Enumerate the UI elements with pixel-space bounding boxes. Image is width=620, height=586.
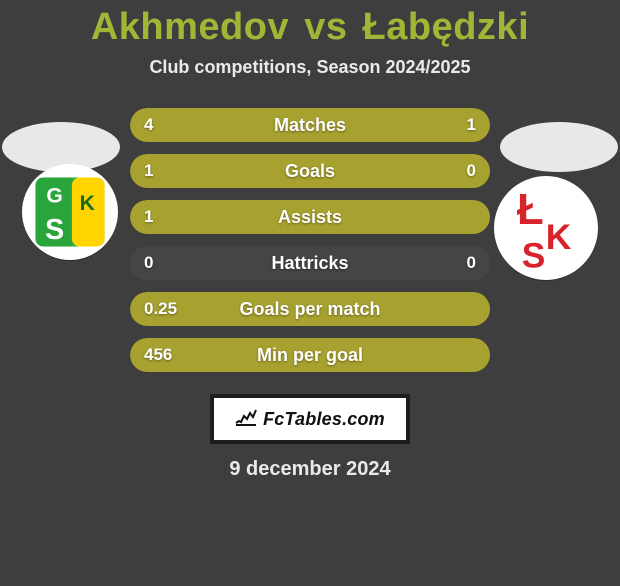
stat-row: Goals per match0.25 xyxy=(130,292,490,326)
site-logo: FcTables.com xyxy=(210,394,410,444)
spark-icon xyxy=(235,408,257,431)
stat-value-left: 4 xyxy=(130,108,167,142)
stat-value-left: 1 xyxy=(130,200,167,234)
svg-text:G: G xyxy=(46,184,62,207)
stat-value-right xyxy=(462,338,490,372)
stat-label: Matches xyxy=(130,108,490,142)
player1-club-badge: G K S xyxy=(22,164,118,260)
stat-value-left: 0.25 xyxy=(130,292,191,326)
club-badge-right-icon: Ł K S xyxy=(494,176,598,280)
stat-label: Hattricks xyxy=(130,246,490,280)
snapshot-date: 9 december 2024 xyxy=(0,458,620,481)
stat-value-left: 1 xyxy=(130,154,167,188)
stat-value-left: 0 xyxy=(130,246,167,280)
stat-row: Min per goal456 xyxy=(130,338,490,372)
comparison-title: Akhmedov vs Łabędzki xyxy=(0,6,620,49)
vs-separator: vs xyxy=(304,6,347,48)
player2-head-placeholder xyxy=(500,122,618,172)
stat-value-left: 456 xyxy=(130,338,186,372)
stat-value-right: 0 xyxy=(453,154,490,188)
player2-name: Łabędzki xyxy=(363,6,530,48)
player1-name: Akhmedov xyxy=(91,6,289,48)
club-badge-left-icon: G K S xyxy=(22,164,118,260)
player2-club-badge: Ł K S xyxy=(494,176,598,280)
svg-text:S: S xyxy=(45,214,64,246)
stat-row: Goals1 0 xyxy=(130,154,490,188)
svg-text:K: K xyxy=(546,218,572,257)
stat-value-right: 0 xyxy=(453,246,490,280)
stat-value-right xyxy=(462,292,490,326)
stat-label: Goals xyxy=(130,154,490,188)
stat-row: Matches4 1 xyxy=(130,108,490,142)
stat-label: Assists xyxy=(130,200,490,234)
svg-text:Ł: Ł xyxy=(517,185,544,234)
svg-text:S: S xyxy=(522,237,546,276)
stat-value-right xyxy=(462,200,490,234)
stat-bars: Matches41Goals10Assists1Hattricks00Goals… xyxy=(130,108,490,384)
stat-row: Assists1 xyxy=(130,200,490,234)
subtitle: Club competitions, Season 2024/2025 xyxy=(0,57,620,78)
stat-row: Hattricks0 0 xyxy=(130,246,490,280)
comparison-stage: G K S Ł K S Matches41Goals10Assists1Hatt… xyxy=(0,108,620,388)
stat-value-right: 1 xyxy=(453,108,490,142)
svg-text:K: K xyxy=(80,192,96,215)
site-name: FcTables.com xyxy=(263,409,385,430)
